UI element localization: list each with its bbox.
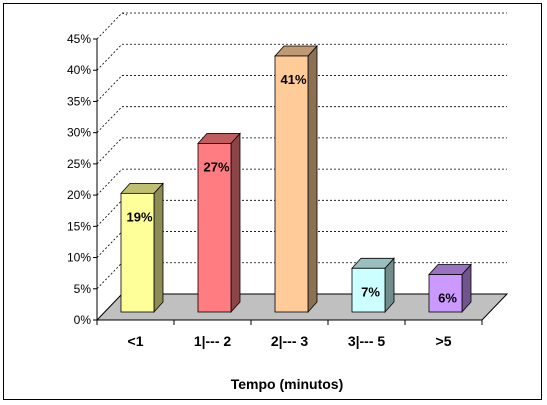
bar-side (230, 132, 241, 314)
data-label: 6% (438, 291, 457, 306)
x-tick-label: <1 (128, 333, 144, 349)
bar-front (197, 142, 232, 313)
bar (351, 257, 395, 314)
y-tick-label: 35% (67, 94, 91, 108)
x-tick-label: 2|--- 3 (271, 333, 309, 349)
side-gridline (96, 168, 123, 196)
data-label: 27% (203, 159, 229, 174)
side-gridline (96, 12, 123, 40)
side-gridline (96, 106, 123, 133)
y-tick-label: 5% (74, 282, 92, 296)
y-tick-label: 45% (67, 32, 91, 46)
bar-front (120, 192, 155, 313)
side-gridline (96, 200, 123, 227)
data-label: 19% (126, 209, 152, 224)
bar-side (307, 44, 318, 314)
y-tick-labels: 0% 5% 10% 15% 20% 25% 30% 35% 40% 45% (67, 32, 91, 327)
x-tick-label: >5 (436, 333, 452, 349)
bar (428, 263, 472, 314)
y-tick-label: 15% (67, 219, 91, 233)
y-tick-label: 0% (74, 313, 92, 327)
y-tick-label: 40% (67, 63, 91, 77)
side-gridline (96, 262, 123, 290)
x-tick-label: 3|--- 5 (348, 333, 386, 349)
side-gridline (121, 12, 128, 16)
y-tick-label: 10% (67, 251, 91, 265)
y-tick-label: 30% (67, 126, 91, 140)
bars (120, 44, 472, 314)
axes (93, 38, 483, 325)
side-gridline (96, 231, 123, 258)
y-tick-label: 25% (67, 157, 91, 171)
bar (120, 182, 164, 314)
bar-side (153, 182, 164, 314)
bar (197, 132, 241, 314)
bar-front (428, 274, 463, 313)
data-labels: 19% 27% 41% 7% 6% (126, 72, 457, 306)
x-axis-title: Tempo (minutos) (231, 376, 344, 392)
bar (274, 44, 318, 314)
data-label: 7% (361, 284, 380, 299)
side-gridline (96, 137, 123, 165)
x-tick-label: 1|--- 2 (194, 333, 232, 349)
bar-front (351, 267, 386, 313)
y-tick-label: 20% (67, 188, 91, 202)
bar-front (274, 55, 309, 313)
side-gridline (96, 75, 123, 102)
side-gridline (96, 43, 123, 71)
data-label: 41% (280, 72, 306, 87)
chart-frame (3, 3, 542, 400)
x-tick-labels: <1 1|--- 2 2|--- 3 3|--- 5 >5 (128, 333, 452, 349)
